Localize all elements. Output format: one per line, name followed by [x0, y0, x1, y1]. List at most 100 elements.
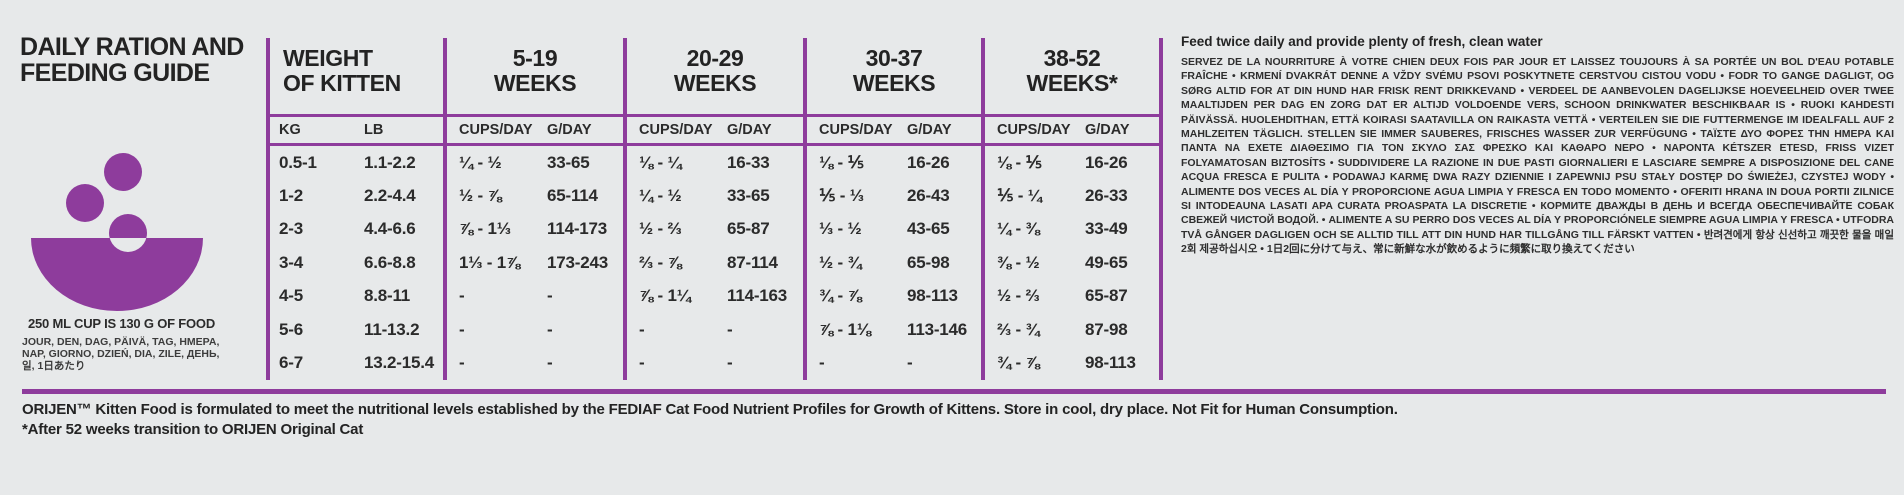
lb-value: 4.4-6.6	[364, 219, 416, 239]
grams-value: -	[727, 319, 733, 339]
table-row: 2-3 4.4-6.6	[270, 213, 443, 246]
weeks-30-37-subheader: CUPS/DAY G/DAY	[807, 114, 981, 146]
cups-value: -	[819, 353, 825, 373]
cups-value: ½ - ⅞	[459, 186, 502, 206]
lb-value: 2.2-4.4	[364, 186, 416, 206]
weeks-range: 20-29	[686, 45, 744, 71]
cups-value: ⅜ - ½	[997, 252, 1040, 272]
cups-value: ⅔ - ⅞	[639, 252, 682, 272]
grams-per-day-header: G/DAY	[727, 122, 772, 138]
weight-header-line1: WEIGHT	[283, 45, 373, 71]
table-row: 0.5-1 1.1-2.2	[270, 146, 443, 179]
cups-value: ¼ - ½	[639, 186, 682, 206]
weeks-5-19-column: 5-19 WEEKS CUPS/DAY G/DAY ¼ - ½ 33-65 ½ -…	[443, 38, 623, 380]
weeks-38-52-header: 38-52 WEEKS*	[985, 38, 1159, 114]
weeks-30-37-header: 30-37 WEEKS	[807, 38, 981, 114]
grams-value: 33-65	[547, 152, 590, 172]
table-row: ¾ - ⅞ 98-113	[985, 346, 1159, 379]
feeding-table: WEIGHT OF KITTEN KG LB 0.5-1 1.1-2.2 1-2 2…	[266, 38, 1163, 380]
table-row: --	[807, 346, 981, 379]
grams-value: 114-163	[727, 286, 788, 306]
grams-value: 43-65	[907, 219, 950, 239]
grams-value: 87-98	[1085, 319, 1128, 339]
kg-value: 5-6	[279, 319, 303, 339]
cups-value: ½ - ¾	[819, 252, 862, 272]
cups-value: ⅕ - ⅓	[819, 186, 864, 206]
kg-value: 4-5	[279, 286, 303, 306]
table-row: 1⅓ - 1⅞ 173-243	[447, 246, 623, 279]
lb-value: 6.6-8.8	[364, 252, 416, 272]
table-row: ⅞ - 1⅛ 113-146	[807, 313, 981, 346]
grams-value: -	[907, 353, 913, 373]
table-row: --	[627, 313, 803, 346]
table-row: ⅛ - ¼ 16-33	[627, 146, 803, 179]
table-row: ⅔ - ¾ 87-98	[985, 313, 1159, 346]
weeks-38-52-column: 38-52 WEEKS* CUPS/DAY G/DAY ⅛ - ⅕ 16-26 ⅕…	[981, 38, 1163, 380]
weeks-label: WEEKS	[852, 70, 936, 96]
feeding-instruction-heading: Feed twice daily and provide plenty of f…	[1181, 34, 1543, 49]
table-row: 3-4 6.6-8.8	[270, 246, 443, 279]
weeks-label: WEEKS	[673, 70, 757, 96]
grams-value: 65-87	[727, 219, 770, 239]
table-row: ⅓ - ½ 43-65	[807, 213, 981, 246]
table-row: ⅛ - ⅕ 16-26	[985, 146, 1159, 179]
grams-value: 16-33	[727, 152, 770, 172]
weeks-5-19-header: 5-19 WEEKS	[447, 38, 623, 114]
grams-value: -	[547, 286, 553, 306]
cups-value: ⅕ - ¼	[997, 186, 1042, 206]
table-row: ⅜ - ½ 49-65	[985, 246, 1159, 279]
weight-header-line2: OF KITTEN	[283, 70, 401, 96]
cups-value: 1⅓ - 1⅞	[459, 252, 520, 272]
cups-value: ¾ - ⅞	[997, 353, 1040, 373]
cups-value: ⅛ - ⅕	[997, 152, 1042, 172]
cups-value: -	[459, 319, 465, 339]
day-translations: JOUR, DEN, DAG, PÄIVÄ, TAG, HMEPA, NAP, …	[22, 336, 220, 372]
cups-value: ½ - ⅔	[639, 219, 682, 239]
grams-value: 26-43	[907, 186, 950, 206]
table-row: --	[627, 346, 803, 379]
table-row: ⅞ - 1¼ 114-163	[627, 280, 803, 313]
food-bowl-icon	[31, 153, 203, 311]
cups-value: ½ - ⅔	[997, 286, 1040, 306]
grams-value: 113-146	[907, 319, 968, 339]
grams-value: 87-114	[727, 252, 778, 272]
grams-value: -	[547, 353, 553, 373]
nutrition-statement: ORIJEN™ Kitten Food is formulated to mee…	[22, 401, 1398, 418]
grams-value: -	[547, 319, 553, 339]
weeks-38-52-subheader: CUPS/DAY G/DAY	[985, 114, 1159, 146]
weeks-20-29-subheader: CUPS/DAY G/DAY	[627, 114, 803, 146]
kg-column-header: KG	[279, 122, 301, 138]
table-row: ⅛ - ⅕ 16-26	[807, 146, 981, 179]
table-row: ⅕ - ⅓ 26-43	[807, 179, 981, 212]
grams-value: 16-26	[907, 152, 950, 172]
weeks-range: 38-52	[1043, 45, 1101, 71]
weeks-label: WEEKS	[493, 70, 577, 96]
table-row: ¼ - ½ 33-65	[627, 179, 803, 212]
weight-subheader-row: KG LB	[270, 114, 443, 146]
table-row: --	[447, 346, 623, 379]
cups-per-day-header: CUPS/DAY	[819, 122, 893, 138]
page-title: DAILY RATION AND FEEDING GUIDE	[20, 34, 244, 86]
cups-value: ¾ - ⅞	[819, 286, 862, 306]
weeks-range: 5-19	[512, 45, 558, 71]
grams-per-day-header: G/DAY	[547, 122, 592, 138]
grams-per-day-header: G/DAY	[907, 122, 952, 138]
table-row: ½ - ⅞ 65-114	[447, 179, 623, 212]
grams-value: 98-113	[907, 286, 958, 306]
weeks-20-29-column: 20-29 WEEKS CUPS/DAY G/DAY ⅛ - ¼ 16-33 ¼ …	[623, 38, 803, 380]
lb-column-header: LB	[364, 122, 384, 138]
grams-value: 114-173	[547, 219, 608, 239]
table-row: 1-2 2.2-4.4	[270, 179, 443, 212]
table-row: ¾ - ⅞ 98-113	[807, 280, 981, 313]
cups-value: ⅓ - ½	[819, 219, 862, 239]
page-title-line1: DAILY RATION AND	[20, 33, 244, 61]
grams-value: 33-49	[1085, 219, 1128, 239]
transition-note: *After 52 weeks transition to ORIJEN Ori…	[22, 421, 364, 438]
table-row: ¼ - ⅜ 33-49	[985, 213, 1159, 246]
cups-value: ⅛ - ⅕	[819, 152, 864, 172]
table-row: --	[447, 280, 623, 313]
grams-value: 49-65	[1085, 252, 1128, 272]
grams-value: 26-33	[1085, 186, 1128, 206]
cups-value: ⅛ - ¼	[639, 152, 682, 172]
